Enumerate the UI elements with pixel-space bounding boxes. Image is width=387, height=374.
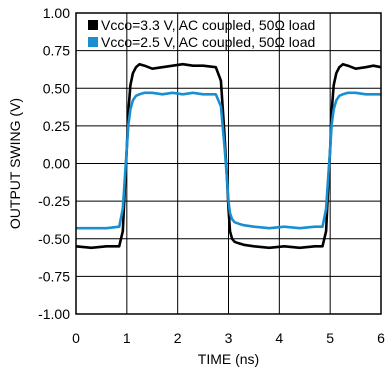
plot-frame — [75, 12, 382, 315]
legend-label-series-1: Vcco=3.3 V, AC coupled, 50Ω load — [101, 17, 315, 33]
x-tick-label: 5 — [326, 330, 334, 346]
grid — [75, 12, 382, 315]
legend-swatch-series-2 — [88, 37, 98, 47]
x-tick-label: 2 — [174, 330, 182, 346]
y-tick-label: 0.75 — [43, 43, 70, 59]
y-tick-label: 0.25 — [43, 118, 70, 134]
y-tick-labels: 1.00 0.75 0.50 0.25 0.00 -0.25 -0.50 -0.75 -1.00 — [38, 5, 70, 322]
legend: Vcco=3.3 V, AC coupled, 50Ω load Vcco=2.… — [88, 17, 315, 50]
x-tick-label: 3 — [225, 330, 233, 346]
y-tick-label: -0.50 — [38, 231, 70, 247]
x-tick-label: 6 — [377, 330, 385, 346]
legend-label-series-2: Vcco=2.5 V, AC coupled, 50Ω load — [101, 34, 315, 50]
y-tick-label: 1.00 — [43, 5, 70, 21]
y-tick-label: 0.50 — [43, 80, 70, 96]
y-tick-label: 0.00 — [43, 156, 70, 172]
x-tick-label: 0 — [72, 330, 80, 346]
y-tick-label: -0.75 — [38, 268, 70, 284]
series-layer — [75, 62, 382, 250]
y-tick-label: -0.25 — [38, 193, 70, 209]
series-line-2 — [76, 91, 381, 230]
x-tick-label: 1 — [123, 330, 131, 346]
legend-swatch-series-1 — [88, 20, 98, 30]
x-tick-labels: 0 1 2 3 4 5 6 — [72, 330, 385, 346]
series-line-1 — [75, 62, 382, 250]
x-axis-title: TIME (ns) — [198, 351, 259, 367]
y-tick-label: -1.00 — [38, 306, 70, 322]
x-tick-label: 4 — [275, 330, 283, 346]
y-axis-title: OUTPUT SWING (V) — [7, 98, 23, 229]
